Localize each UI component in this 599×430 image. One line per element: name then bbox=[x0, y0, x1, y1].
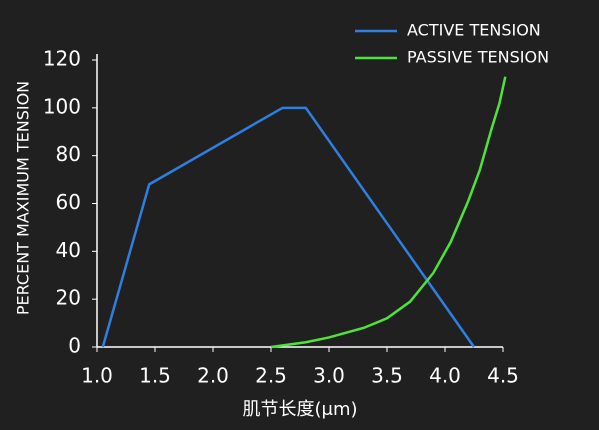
x-tick-label: 3.5 bbox=[371, 364, 403, 388]
x-tick-label: 2.5 bbox=[255, 364, 287, 388]
legend-label: ACTIVE TENSION bbox=[407, 21, 541, 40]
line bbox=[101, 106, 476, 348]
x-tick-label: 2.0 bbox=[197, 364, 229, 388]
y-tick-label: 40 bbox=[56, 238, 81, 262]
y-tick-label: 20 bbox=[56, 286, 81, 310]
x-tick-label: 3.0 bbox=[313, 364, 345, 388]
x-tick-label: 1.0 bbox=[81, 364, 113, 388]
y-axis-label: PERCENT MAXIMUM TENSION bbox=[14, 81, 33, 315]
x-tick-label: 1.5 bbox=[139, 364, 171, 388]
x-axis-label: 肌节长度(μm) bbox=[242, 399, 357, 420]
legend-label: PASSIVE TENSION bbox=[407, 48, 549, 67]
x-tick-label: 4.5 bbox=[487, 364, 519, 388]
line bbox=[270, 76, 507, 349]
y-tick-label: 0 bbox=[68, 334, 81, 358]
y-tick-label: 80 bbox=[56, 142, 81, 166]
y-tick-label: 120 bbox=[43, 47, 81, 71]
y-tick-label: 60 bbox=[56, 190, 81, 214]
x-tick-label: 4.0 bbox=[429, 364, 461, 388]
y-tick-label: 100 bbox=[43, 94, 81, 118]
